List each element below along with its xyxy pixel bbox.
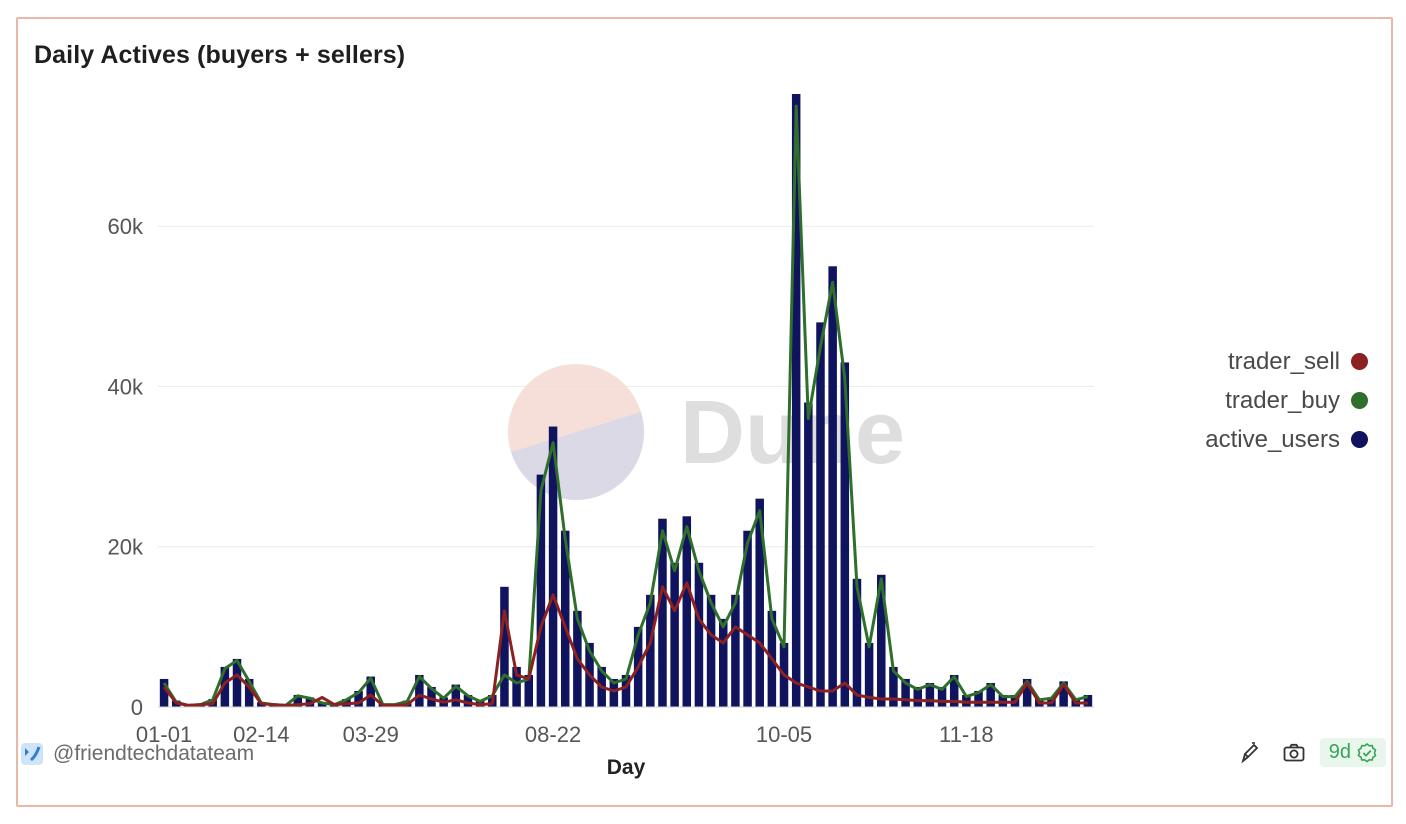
bar-active-users [755,498,764,707]
bar-active-users [451,684,461,707]
bar-active-users [536,474,546,707]
legend: trader_sell trader_buy active_users [1205,342,1368,459]
y-tick-label: 40k [108,374,144,399]
bar-active-users [877,574,886,707]
bar-active-users [512,666,521,707]
bar-active-users [317,702,327,707]
bar-active-users [293,694,303,707]
legend-item-active-users[interactable]: active_users [1205,420,1368,459]
x-tick-label: 08-22 [525,722,581,747]
footer-actions: 9d [1218,738,1386,767]
bar-active-users [949,674,959,707]
bar-active-users [828,266,837,707]
bar-active-users [427,686,436,707]
x-tick-label: 01-01 [136,722,192,747]
bar-active-users [646,594,655,707]
camera-icon [1283,743,1305,761]
bar-active-users [901,678,910,707]
bar-active-users [804,402,813,707]
legend-item-trader-sell[interactable]: trader_sell [1205,342,1368,381]
line-trader-sell [162,581,1088,707]
bar-active-users [791,94,801,708]
bar-active-users [694,562,704,707]
author-handle: @friendtechdatateam [53,742,255,765]
x-tick-label: 11-18 [939,722,994,747]
legend-label-active-users: active_users [1205,425,1340,453]
legend-label-trader-buy: trader_buy [1225,386,1340,414]
legend-item-trader-buy[interactable]: trader_buy [1205,381,1368,420]
bar-active-users [159,678,169,707]
bar-active-users [621,674,631,707]
bar-active-users [840,362,850,707]
y-tick-label: 0 [131,695,143,720]
x-tick-label: 02-14 [233,722,289,747]
x-tick-label: 03-29 [343,722,399,747]
bar-active-users [974,690,983,707]
freshness-age: 9d [1328,741,1351,763]
x-tick-label: 10-05 [756,722,812,747]
bar-active-users [913,686,922,707]
chart-title: Daily Actives (buyers + sellers) [34,41,406,69]
bar-active-users [232,658,242,707]
bar-active-users [1059,681,1068,707]
legend-label-trader-sell: trader_sell [1227,347,1340,375]
bar-active-users [548,426,558,707]
legend-dot-active-users [1351,431,1368,448]
bar-active-users [609,678,619,707]
bar-active-users [1083,694,1093,707]
bar-active-users [366,676,375,707]
legend-dot-trader-buy [1351,392,1368,409]
legend-dot-trader-sell [1351,353,1368,370]
bar-active-users [1022,678,1032,707]
bar-active-users [889,666,898,707]
bar-active-users [415,674,424,707]
freshness-badge[interactable]: 9d [1319,738,1386,767]
bar-active-users [682,516,692,707]
bar-active-users [658,518,667,707]
friendtech-logo-icon [21,743,43,765]
bar-active-users [463,694,473,707]
bar-active-users [986,682,995,707]
bar-active-users [852,578,862,707]
bar-active-users [718,618,728,707]
share-button[interactable] [1238,741,1262,765]
bar-active-users [560,530,570,707]
screenshot-button[interactable] [1282,741,1306,765]
bar-active-users [864,642,874,707]
bar-active-users [925,682,935,707]
bar-active-users [670,562,679,707]
x-axis-label: Day [607,756,646,779]
line-trader-buy [162,104,1089,707]
bar-active-users [500,586,509,707]
bar-active-users [743,530,752,707]
y-tick-label: 60k [108,214,144,239]
author-link[interactable]: @friendtechdatateam [20,742,254,766]
bar-active-users [524,674,534,707]
bar-active-users [937,686,947,707]
bar-active-users [354,690,363,707]
bar-active-users [244,678,254,707]
check-circle-icon [1357,742,1377,763]
bar-active-users [816,322,825,707]
bar-active-users [706,594,716,707]
y-tick-label: 20k [108,535,144,560]
bar-active-users [220,666,230,707]
bar-active-users [731,594,740,707]
share-icon [1241,741,1259,763]
